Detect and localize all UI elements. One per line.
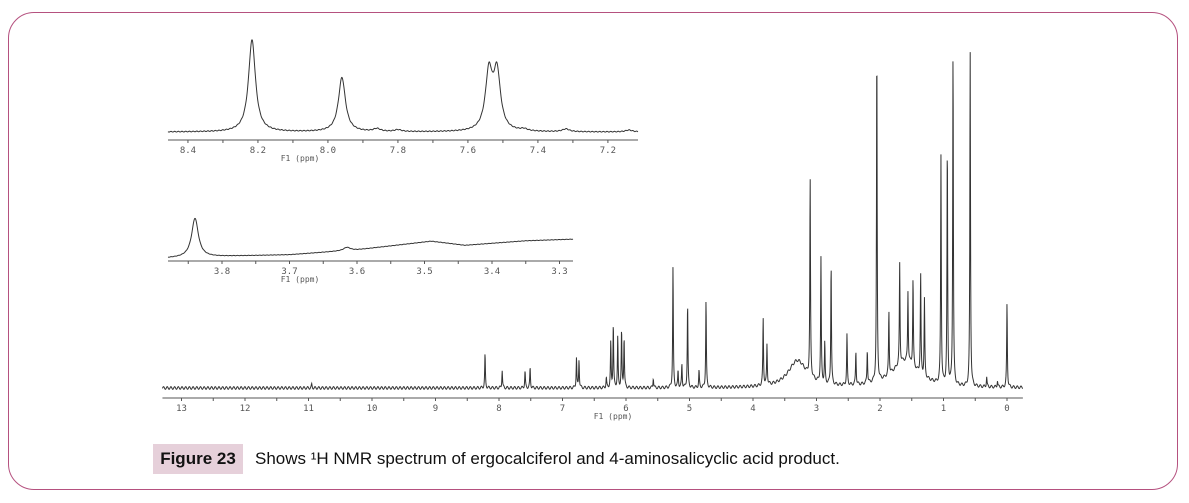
x-tick-label: 3.8 [214,267,230,277]
figure-label: Figure 23 [153,444,243,474]
x-tick-label: 8.0 [320,146,336,156]
x-tick-label: 11 [303,404,314,414]
x-tick-label: 8.2 [250,146,266,156]
main-spectrum: 13 12 11 10 9 8 7 6 5 4 3 2 1 0F1 (ppm) [161,52,1024,421]
x-tick-label: 12 [240,404,251,414]
x-tick-label: 3 [814,404,819,414]
inset-aromatic-spectrum: 8.4 8.2 8.0 7.8 7.6 7.4 7.2 F1 (ppm) [167,39,639,163]
x-tick-label: 3.6 [349,267,365,277]
x-tick-label: 6 [623,404,628,414]
x-tick-label: 3.5 [416,267,432,277]
x-tick-label: 8 [496,404,501,414]
spectrum-trace [167,217,574,258]
x-tick-label: 2 [877,404,882,414]
figure-frame [8,12,1178,490]
x-tick-label: 5 [687,404,692,414]
x-tick-label: 0 [1004,404,1009,414]
x-tick-label: 3.7 [281,267,297,277]
x-tick-label: 1 [941,404,946,414]
inset-3ppm-spectrum: 3.8 3.7 3.6 3.5 3.4 3.3 F1 (ppm) [167,217,574,284]
x-tick-label: 7.2 [600,146,616,156]
x-axis-title: F1 (ppm) [281,154,320,163]
x-axis-title: F1 (ppm) [594,412,633,421]
x-tick-label: 7.4 [530,146,546,156]
x-tick-label: 10 [367,404,378,414]
x-tick-label: 13 [176,404,187,414]
spectrum-trace [161,52,1024,390]
x-tick-label: 4 [750,404,755,414]
x-tick-label: 7 [560,404,565,414]
spectrum-trace [167,39,639,133]
x-tick-label: 7.6 [460,146,476,156]
x-tick-label: 8.4 [180,146,196,156]
x-tick-label: 9 [433,404,438,414]
x-tick-label: 3.4 [484,267,500,277]
x-axis-title: F1 (ppm) [281,275,320,284]
x-tick-label: 3.3 [551,267,567,277]
x-tick-label: 7.8 [390,146,406,156]
figure-caption: Shows ¹H NMR spectrum of ergocalciferol … [255,449,840,468]
